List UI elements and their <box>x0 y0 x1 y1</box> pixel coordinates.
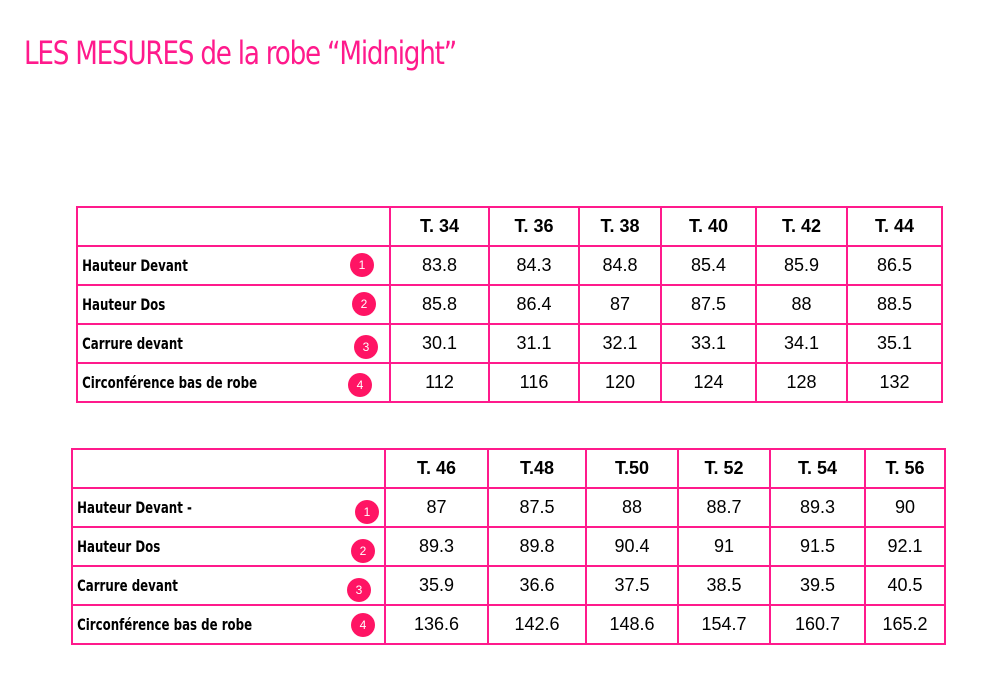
size-header: T. 42 <box>755 206 848 247</box>
number-badge: 1 <box>355 500 379 524</box>
table-row: Hauteur Dos 2 85.8 86.4 87 87.5 88 88.5 <box>76 284 943 325</box>
table-cell: 83.8 <box>389 245 490 286</box>
measurement-label: Circonférence bas de robe 4 <box>76 362 391 403</box>
table-cell: 33.1 <box>660 323 757 364</box>
size-header: T. 52 <box>677 448 771 489</box>
size-header: T. 44 <box>846 206 943 247</box>
table-cell: 154.7 <box>677 604 771 645</box>
number-badge: 2 <box>351 539 375 563</box>
size-header: T. 54 <box>769 448 866 489</box>
measurement-label: Carrure devant 3 <box>76 323 391 364</box>
table-cell: 116 <box>488 362 580 403</box>
table-cell: 89.8 <box>487 526 587 567</box>
table-cell: 132 <box>846 362 943 403</box>
table-header-row: T. 34 T. 36 T. 38 T. 40 T. 42 T. 44 <box>76 206 943 247</box>
table-cell: 136.6 <box>384 604 489 645</box>
measurements-table-2: T. 46 T.48 T.50 T. 52 T. 54 T. 56 Hauteu… <box>71 448 946 645</box>
table-cell: 87 <box>578 284 662 325</box>
table-cell: 87.5 <box>660 284 757 325</box>
header-empty-cell <box>76 206 391 247</box>
measurement-label: Hauteur Devant 1 <box>76 245 391 286</box>
number-badge: 1 <box>350 253 374 277</box>
table-cell: 89.3 <box>384 526 489 567</box>
measurements-table-1: T. 34 T. 36 T. 38 T. 40 T. 42 T. 44 Haut… <box>76 206 943 403</box>
table-header-row: T. 46 T.48 T.50 T. 52 T. 54 T. 56 <box>71 448 946 489</box>
table-cell: 91.5 <box>769 526 866 567</box>
table-row: Carrure devant 3 35.9 36.6 37.5 38.5 39.5… <box>71 565 946 606</box>
table-cell: 87.5 <box>487 487 587 528</box>
size-header: T. 46 <box>384 448 489 489</box>
table-cell: 40.5 <box>864 565 946 606</box>
table-row: Circonférence bas de robe 4 112 116 120 1… <box>76 362 943 403</box>
table-cell: 90 <box>864 487 946 528</box>
size-header: T. 40 <box>660 206 757 247</box>
table-cell: 92.1 <box>864 526 946 567</box>
measurement-label: Hauteur Dos 2 <box>76 284 391 325</box>
table-cell: 35.1 <box>846 323 943 364</box>
table-cell: 88 <box>585 487 679 528</box>
table-cell: 90.4 <box>585 526 679 567</box>
table-cell: 38.5 <box>677 565 771 606</box>
table-cell: 85.9 <box>755 245 848 286</box>
table-cell: 39.5 <box>769 565 866 606</box>
table-cell: 128 <box>755 362 848 403</box>
table-cell: 120 <box>578 362 662 403</box>
number-badge: 3 <box>347 578 371 602</box>
number-badge: 2 <box>352 292 376 316</box>
table-cell: 142.6 <box>487 604 587 645</box>
table-cell: 88 <box>755 284 848 325</box>
table-cell: 165.2 <box>864 604 946 645</box>
table-row: Hauteur Devant 1 83.8 84.3 84.8 85.4 85.9… <box>76 245 943 286</box>
size-header: T.50 <box>585 448 679 489</box>
table-cell: 85.4 <box>660 245 757 286</box>
number-badge: 4 <box>351 613 375 637</box>
size-header: T. 38 <box>578 206 662 247</box>
table-cell: 30.1 <box>389 323 490 364</box>
measurement-label: Circonférence bas de robe 4 <box>71 604 386 645</box>
table-cell: 87 <box>384 487 489 528</box>
page-title: LES MESURES de la robe “Midnight” <box>24 34 457 72</box>
table-cell: 32.1 <box>578 323 662 364</box>
size-header: T.48 <box>487 448 587 489</box>
table-cell: 160.7 <box>769 604 866 645</box>
size-header: T. 56 <box>864 448 946 489</box>
table-row: Hauteur Dos 2 89.3 89.8 90.4 91 91.5 92.1 <box>71 526 946 567</box>
table-cell: 85.8 <box>389 284 490 325</box>
measurement-label: Carrure devant 3 <box>71 565 386 606</box>
table-cell: 37.5 <box>585 565 679 606</box>
measurement-label: Hauteur Devant -1 <box>71 487 386 528</box>
table-cell: 112 <box>389 362 490 403</box>
table-row: Hauteur Devant -1 87 87.5 88 88.7 89.3 9… <box>71 487 946 528</box>
measurement-label: Hauteur Dos 2 <box>71 526 386 567</box>
table-cell: 31.1 <box>488 323 580 364</box>
number-badge: 4 <box>348 373 372 397</box>
table-cell: 35.9 <box>384 565 489 606</box>
table-cell: 86.5 <box>846 245 943 286</box>
table-cell: 124 <box>660 362 757 403</box>
table-row: Circonférence bas de robe 4 136.6 142.6 1… <box>71 604 946 645</box>
table-cell: 89.3 <box>769 487 866 528</box>
table-cell: 91 <box>677 526 771 567</box>
table-row: Carrure devant 3 30.1 31.1 32.1 33.1 34.1… <box>76 323 943 364</box>
table-cell: 34.1 <box>755 323 848 364</box>
table-cell: 84.3 <box>488 245 580 286</box>
table-cell: 36.6 <box>487 565 587 606</box>
number-badge: 3 <box>354 335 378 359</box>
table-cell: 88.7 <box>677 487 771 528</box>
size-header: T. 36 <box>488 206 580 247</box>
header-empty-cell <box>71 448 386 489</box>
table-cell: 148.6 <box>585 604 679 645</box>
table-cell: 86.4 <box>488 284 580 325</box>
table-cell: 88.5 <box>846 284 943 325</box>
table-cell: 84.8 <box>578 245 662 286</box>
size-header: T. 34 <box>389 206 490 247</box>
